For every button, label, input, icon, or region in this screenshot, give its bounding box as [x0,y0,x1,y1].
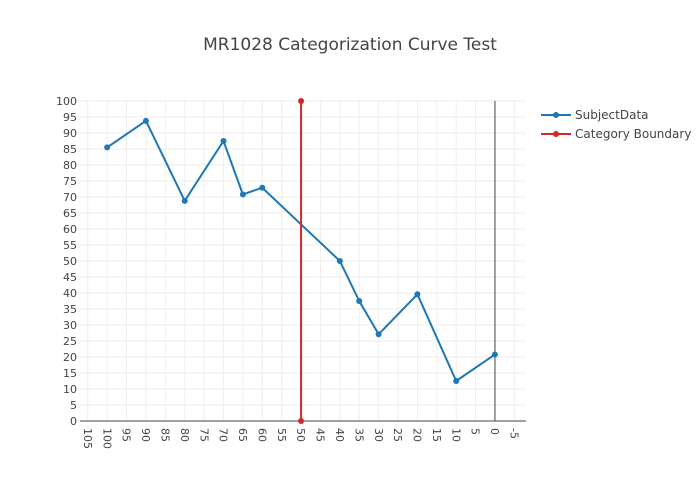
legend-item-category-boundary[interactable]: Category Boundary [541,127,691,141]
x-tick-label: 85 [158,428,171,442]
y-tick-label: 45 [63,271,77,284]
x-tick-label: 95 [120,428,133,442]
y-tick-label: 25 [63,335,77,348]
data-point-subjectdata[interactable] [259,184,266,191]
axes: 0510152025303540455055606570758085909510… [56,95,526,449]
data-point-subjectdata[interactable] [375,331,382,338]
legend[interactable]: SubjectData Category Boundary [541,108,691,141]
x-tick-label: 80 [178,428,191,442]
y-tick-label: 65 [63,207,77,220]
x-tick-label: 5 [469,428,482,435]
x-tick-label: 0 [488,428,501,435]
data-point-category-boundary[interactable] [298,418,305,424]
x-tick-label: 100 [100,428,113,449]
y-tick-label: 55 [63,239,77,252]
x-tick-label: 15 [430,428,443,442]
legend-swatch-marker [553,112,559,118]
y-tick-label: 100 [56,95,77,108]
y-tick-label: 95 [63,111,77,124]
legend-swatch-marker [553,131,559,137]
chart-title: MR1028 Categorization Curve Test [203,35,497,55]
data-point-subjectdata[interactable] [414,291,421,298]
data-point-category-boundary[interactable] [298,98,305,104]
y-tick-label: 70 [63,191,77,204]
x-tick-label: 35 [352,428,365,442]
x-tick-label: 40 [333,428,346,442]
x-tick-label: 25 [391,428,404,442]
data-point-subjectdata[interactable] [356,298,363,304]
y-tick-label: 40 [63,287,77,300]
legend-label: SubjectData [575,108,649,122]
y-tick-label: 90 [63,127,77,140]
y-tick-label: 30 [63,319,77,332]
data-point-subjectdata[interactable] [453,378,460,384]
data-point-subjectdata[interactable] [336,258,343,264]
x-tick-label: 45 [314,428,327,442]
x-tick-label: 30 [372,428,385,442]
x-tick-label: 70 [217,428,230,442]
data-point-subjectdata[interactable] [142,117,149,124]
data-point-subjectdata[interactable] [491,351,498,358]
legend-item-subjectdata[interactable]: SubjectData [541,108,649,122]
x-tick-label: 65 [236,428,249,442]
y-tick-label: 10 [63,383,77,396]
data-point-subjectdata[interactable] [239,191,246,198]
y-tick-label: 35 [63,303,77,316]
y-tick-label: 50 [63,255,77,268]
x-tick-label: 20 [411,428,424,442]
y-tick-label: 5 [70,399,77,412]
x-tick-label: 60 [255,428,268,442]
x-tick-label: -5 [508,428,521,439]
x-tick-label: 90 [139,428,152,442]
data-point-subjectdata[interactable] [181,197,188,204]
y-tick-label: 85 [63,143,77,156]
y-tick-label: 60 [63,223,77,236]
y-tick-label: 20 [63,351,77,364]
y-tick-label: 15 [63,367,77,380]
legend-label: Category Boundary [575,127,691,141]
y-tick-label: 80 [63,159,77,172]
x-tick-label: 55 [275,428,288,442]
x-tick-label: 50 [294,428,307,442]
x-tick-label: 10 [449,428,462,442]
data-point-subjectdata[interactable] [104,144,111,151]
y-tick-label: 75 [63,175,77,188]
series [104,98,498,424]
data-point-subjectdata[interactable] [220,138,227,144]
x-tick-label: 105 [81,428,94,449]
x-tick-label: 75 [197,428,210,442]
y-tick-label: 0 [70,415,77,428]
grid [80,100,526,422]
